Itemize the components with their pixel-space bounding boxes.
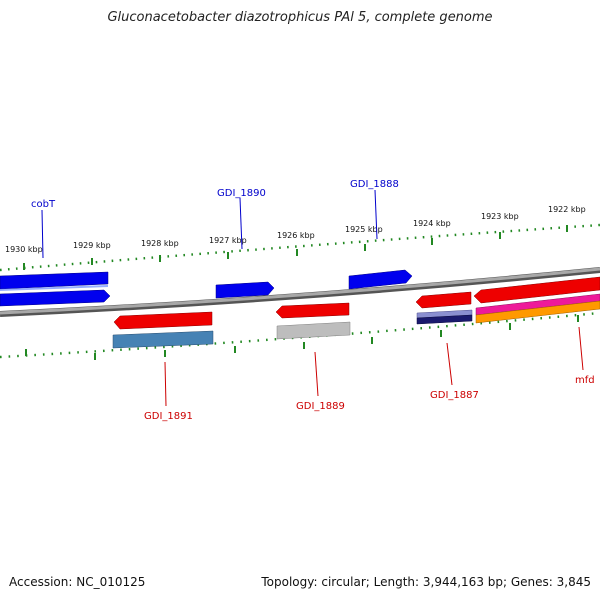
gene-bar-magenta[interactable] (475, 293, 600, 316)
gene-label-GDI_1889[interactable]: GDI_1889 (296, 401, 345, 412)
gene-arrow-GDI_1887[interactable] (415, 291, 472, 309)
gene-label-GDI_1888[interactable]: GDI_1888 (350, 179, 399, 190)
genome-summary-text: Topology: circular; Length: 3,944,163 bp… (261, 575, 591, 589)
backbone-line (0, 267, 600, 315)
gene-arrow-GDI_1888[interactable] (348, 269, 413, 290)
gene-bar-navy[interactable] (416, 314, 473, 325)
tick-label: 1930 kbp (5, 245, 43, 254)
gene-labels: cobT GDI_1890 GDI_1888 GDI_1891 GDI_1889… (31, 179, 595, 422)
accession-text: Accession: NC_010125 (9, 575, 146, 589)
gene-bar-steelblue[interactable] (112, 330, 214, 349)
leader-line-mfd (578, 326, 584, 371)
gene-label-GDI_1891[interactable]: GDI_1891 (144, 411, 193, 422)
tick-label: 1923 kbp (481, 212, 519, 221)
gene-label-mfd[interactable]: mfd (575, 375, 595, 386)
gene-bar-gray[interactable] (276, 321, 351, 340)
leader-line-GDI_1891 (164, 361, 167, 407)
tick-label: 1924 kbp (413, 219, 451, 228)
tick-label: 1922 kbp (548, 205, 586, 214)
tick-label: 1927 kbp (209, 236, 247, 245)
tick-label: 1928 kbp (141, 239, 179, 248)
gene-arrow-cobT[interactable] (0, 271, 109, 290)
tick-label: 1926 kbp (277, 231, 315, 240)
gene-label-cobT[interactable]: cobT (31, 199, 56, 210)
leader-line-GDI_1889 (314, 351, 319, 397)
gene-bar-orange[interactable] (475, 300, 600, 324)
gene-highlight (0, 285, 108, 291)
gene-arrow-GDI_1891[interactable] (113, 311, 213, 330)
gene-arrow-mfd[interactable] (473, 276, 600, 304)
inner-ruler (0, 311, 600, 359)
leader-line-GDI_1890 (239, 197, 243, 250)
leader-line-GDI_1888 (374, 189, 378, 240)
gene-arrow-GDI_1890[interactable] (215, 281, 275, 299)
gene-label-GDI_1890[interactable]: GDI_1890 (217, 188, 266, 199)
gene-arrow-forward[interactable] (0, 289, 111, 307)
label-leaders (41, 189, 584, 407)
tick-label: 1929 kbp (73, 241, 111, 250)
backbone (0, 267, 600, 317)
leader-line-cobT (41, 209, 44, 259)
major-ticks (23, 225, 579, 360)
forward-genes (0, 269, 413, 307)
reverse-genes (112, 276, 600, 349)
gene-label-GDI_1887[interactable]: GDI_1887 (430, 390, 479, 401)
map-title: Gluconacetobacter diazotrophicus PAl 5, … (107, 10, 493, 25)
leader-line-GDI_1887 (446, 342, 453, 386)
tick-label: 1925 kbp (345, 225, 383, 234)
tick-labels: 1930 kbp 1929 kbp 1928 kbp 1927 kbp 1926… (5, 205, 586, 254)
inner-ruler-dots (0, 311, 600, 359)
gene-arrow-GDI_1889[interactable] (275, 302, 350, 319)
